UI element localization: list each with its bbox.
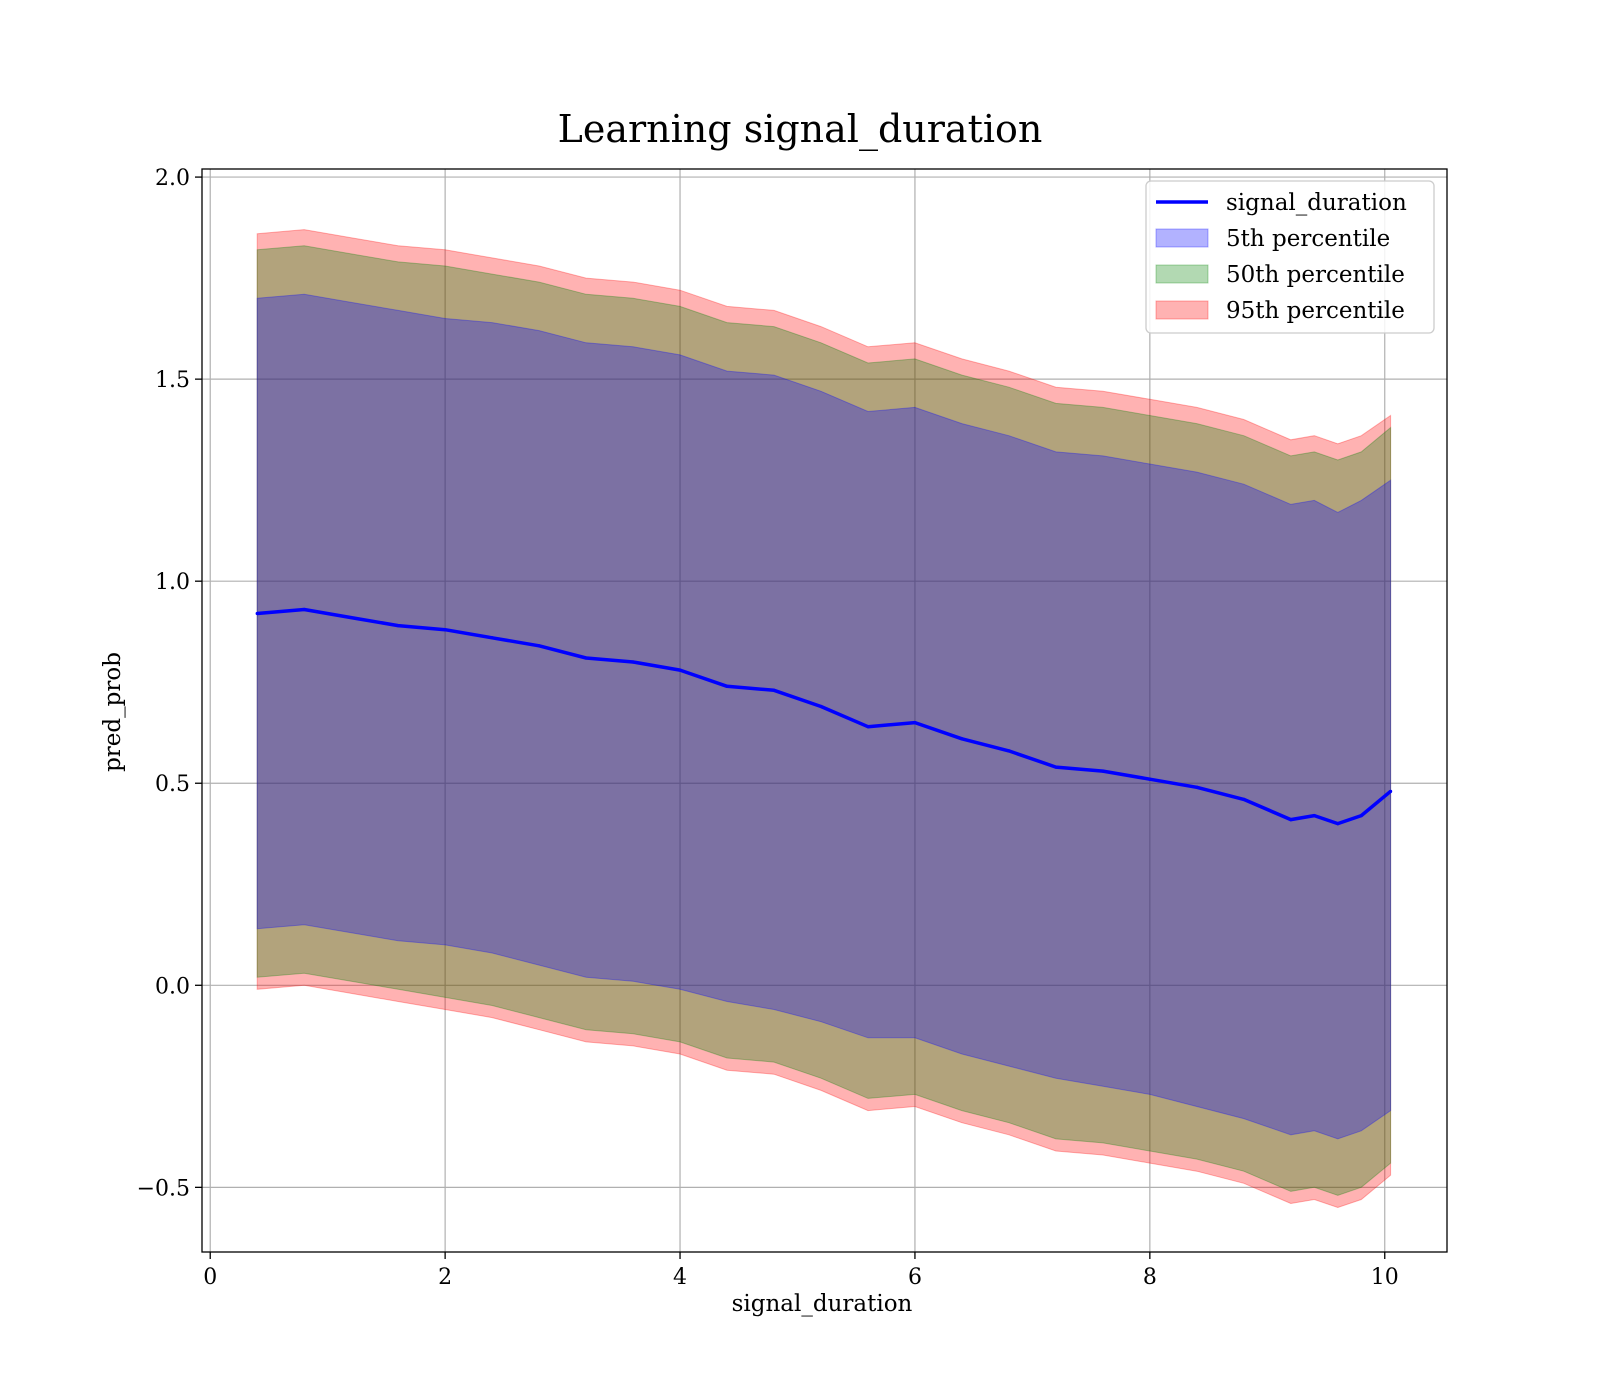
line-point — [772, 688, 776, 692]
line-point — [1007, 749, 1011, 753]
line-point — [1336, 822, 1340, 826]
y-tick-label: 1.0 — [155, 570, 190, 595]
line-point — [490, 636, 494, 640]
legend-label-5th-percentile: 5th percentile — [1226, 226, 1390, 252]
legend-swatch-95th-percentile — [1155, 300, 1209, 320]
line-point — [1312, 813, 1316, 818]
grid-lines — [202, 169, 1447, 1252]
x-tick-label: 6 — [908, 1265, 922, 1290]
line-point — [302, 607, 306, 612]
y-tick-label: 1.5 — [155, 368, 190, 393]
line-point — [819, 704, 823, 709]
legend-label-signal-duration: signal_duration — [1226, 190, 1407, 216]
y-tick-label: 0.0 — [155, 974, 190, 999]
line-point — [349, 615, 353, 620]
legend-label-50th-percentile: 50th percentile — [1226, 262, 1405, 288]
y-tick-label: −0.5 — [137, 1176, 190, 1201]
line-point — [1359, 813, 1363, 818]
legend-swatch-5th-percentile — [1155, 228, 1209, 248]
line-point — [1195, 785, 1199, 789]
line-point — [443, 628, 447, 632]
line-point — [1389, 789, 1393, 793]
chart-legend: signal_duration 5th percentile 50th percen… — [1145, 180, 1435, 334]
x-tick-label: 0 — [203, 1265, 217, 1290]
x-tick-label: 4 — [673, 1265, 687, 1290]
band-5th-percentile — [256, 293, 1392, 1140]
line-point — [631, 660, 635, 664]
band-50th-percentile — [256, 245, 1392, 1196]
legend-swatch-50th-percentile — [1155, 264, 1209, 284]
y-axis-label: pred_prob — [100, 652, 126, 772]
x-tick-label: 8 — [1143, 1265, 1157, 1290]
line-point — [255, 611, 259, 616]
axis-ticks: 0 2 4 6 8 10 −0.5 0.0 0.5 1.0 1.5 2.0 — [137, 166, 1399, 1290]
line-point — [1148, 777, 1152, 781]
line-point — [960, 737, 964, 741]
line-point — [678, 668, 682, 672]
line-point — [866, 725, 870, 729]
series-lines — [255, 607, 1393, 826]
y-tick-label: 2.0 — [155, 166, 190, 191]
x-tick-label: 10 — [1371, 1265, 1399, 1290]
line-point — [584, 656, 588, 660]
x-axis-label: signal_duration — [732, 1291, 913, 1317]
line-point — [1289, 818, 1293, 822]
line-point — [396, 624, 400, 628]
band-95th-percentile — [256, 229, 1392, 1209]
plot-area-frame — [201, 168, 1448, 1253]
y-tick-label: 0.5 — [155, 772, 190, 797]
legend-label-95th-percentile: 95th percentile — [1226, 298, 1405, 324]
x-tick-label: 2 — [438, 1265, 452, 1290]
line-point — [913, 721, 917, 725]
line-point — [1101, 769, 1105, 773]
line-point — [537, 644, 541, 648]
line-point — [1054, 765, 1058, 769]
line-point — [725, 684, 729, 688]
chart-title: Learning signal_duration — [558, 107, 1043, 152]
legend-box — [1145, 180, 1435, 334]
line-point — [1242, 797, 1246, 802]
percentile-bands — [256, 229, 1392, 1209]
